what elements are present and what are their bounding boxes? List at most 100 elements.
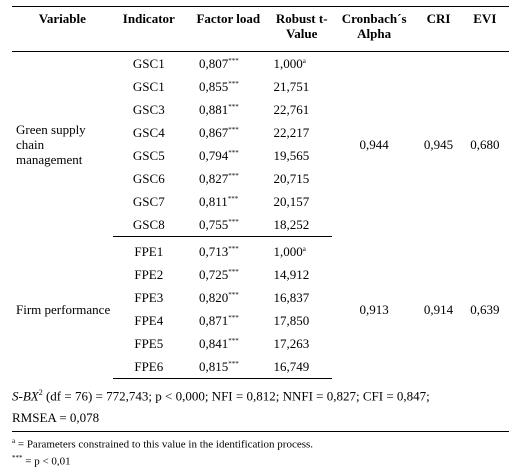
- header-cri: CRI: [416, 6, 461, 52]
- indicator-cell: GSC3: [132, 102, 165, 117]
- robust-t-cell: 22,217: [272, 121, 332, 144]
- robust-t-cell: 17,263: [272, 332, 332, 355]
- robust-t-value: 17,263: [273, 336, 310, 351]
- indicator-cell: GSC8: [112, 213, 186, 237]
- factor-load-cell: 0,867***: [185, 121, 272, 144]
- cronbach-alpha-value: 0,913: [359, 301, 389, 317]
- factor-load-cell: 0,794***: [185, 144, 272, 167]
- factor-load-cell: 0,725***: [185, 263, 272, 286]
- factor-load-value: 0,815: [199, 359, 229, 374]
- table-body: Green supply chain management GSC1 0,807**…: [12, 52, 509, 379]
- fit-statistics: S-BX2 (df = 76) = 772,743; p < 0,000; NF…: [12, 382, 509, 433]
- table-row: GSC1 0,855*** 21,751: [12, 75, 509, 98]
- table-row: GSC5 0,794*** 19,565: [12, 144, 509, 167]
- robust-t-value: 16,749: [273, 359, 310, 374]
- significance-stars: ***: [228, 268, 239, 276]
- factor-load-cell: 0,871***: [185, 309, 272, 332]
- variable-name: Green supply chain management: [16, 121, 86, 167]
- robust-t-value: 22,217: [273, 125, 310, 140]
- factor-load-cell: 0,815***: [185, 355, 272, 379]
- factor-load-value: 0,755: [199, 217, 229, 232]
- robust-t-value: 14,912: [273, 267, 310, 282]
- fit-line-2: RMSEA = 0,078: [12, 410, 100, 426]
- fit-statistic-label: S-BX: [12, 388, 39, 404]
- indicator-cell: FPE3: [134, 290, 164, 305]
- factor-load-cell: 0,841***: [185, 332, 272, 355]
- factor-load-value: 0,881: [199, 102, 229, 117]
- significance-stars: ***: [228, 337, 239, 345]
- factor-load-cell: 0,811***: [185, 190, 272, 213]
- cri-value: 0,914: [423, 301, 454, 317]
- table-row: GSC6 0,827*** 20,715: [12, 167, 509, 190]
- results-table: Variable Indicator Factor load Robust t-…: [12, 6, 509, 379]
- note-significance: *** = p < 0,01: [12, 452, 509, 469]
- robust-t-cell: 17,850: [272, 309, 332, 332]
- evi-value: 0,639: [470, 301, 500, 317]
- robust-t-cell: 1,000a: [272, 237, 332, 264]
- variable-name: Firm performance: [16, 301, 111, 317]
- robust-t-value: 1,000: [273, 56, 303, 71]
- fit-statistic-superscript: 2: [38, 388, 43, 397]
- factor-load-cell: 0,755***: [185, 213, 272, 237]
- indicator-cell: FPE1: [134, 244, 164, 259]
- significance-stars: ***: [228, 103, 239, 111]
- robust-t-value: 19,565: [273, 148, 310, 163]
- fit-line-1: S-BX2 (df = 76) = 772,743; p < 0,000; NF…: [12, 382, 509, 407]
- robust-t-value: 16,837: [273, 290, 310, 305]
- robust-t-value: 18,252: [273, 217, 310, 232]
- fit-line-1-text: (df = 76) = 772,743; p < 0,000; NFI = 0,…: [42, 388, 430, 404]
- note-stars-mark: ***: [12, 453, 23, 462]
- robust-t-cell: 16,749: [271, 355, 332, 379]
- header-row: Variable Indicator Factor load Robust t-…: [12, 6, 509, 52]
- robust-t-cell: 14,912: [272, 263, 332, 286]
- factor-load-cell: 0,820***: [185, 286, 272, 309]
- note-a-mark: a: [12, 437, 16, 445]
- table-row: GSC3 0,881*** 22,761: [12, 98, 509, 121]
- robust-t-cell: 1,000a: [272, 52, 332, 76]
- significance-stars: ***: [228, 149, 239, 157]
- indicator-cell: GSC4: [132, 125, 165, 140]
- note-a-text: = Parameters constrained to this value i…: [15, 438, 314, 451]
- robust-t-value: 22,761: [273, 102, 310, 117]
- table-row: FPE4 0,871*** 17,850: [12, 309, 509, 332]
- header-evi: EVI: [460, 6, 509, 52]
- header-indicator: Indicator: [112, 6, 186, 52]
- robust-t-cell: 20,157: [272, 190, 332, 213]
- indicator-cell: FPE4: [134, 313, 164, 328]
- robust-t-cell: 18,252: [271, 213, 332, 237]
- header-cronbach-alpha: Cronbach´s Alpha: [331, 6, 417, 52]
- robust-t-value: 1,000: [273, 244, 303, 259]
- evi-value: 0,680: [470, 136, 500, 152]
- table-notes: a = Parameters constrained to this value…: [12, 435, 509, 468]
- indicator-cell: FPE2: [134, 267, 164, 282]
- significance-stars: ***: [228, 245, 239, 253]
- indicator-cell: GSC1: [132, 79, 165, 94]
- table-row: Green supply chain management GSC1 0,807**…: [12, 52, 509, 167]
- significance-stars: ***: [228, 218, 239, 226]
- significance-stars: ***: [228, 314, 239, 322]
- factor-load-cell: 0,807***: [185, 52, 272, 76]
- significance-stars: ***: [228, 291, 239, 299]
- factor-load-cell: 0,881***: [185, 98, 272, 121]
- table-row: FPE5 0,841*** 17,263: [12, 332, 509, 355]
- factor-load-value: 0,841: [199, 336, 229, 351]
- cri-value: 0,945: [423, 136, 454, 152]
- robust-t-value: 20,157: [273, 194, 310, 209]
- significance-stars: ***: [228, 57, 239, 65]
- indicator-cell: GSC5: [132, 148, 165, 163]
- table-row: GSC4 0,867*** 22,217: [12, 121, 509, 144]
- robust-t-cell: 22,761: [272, 98, 332, 121]
- table-row: GSC8 0,755*** 18,252: [12, 213, 509, 237]
- significance-stars: ***: [228, 172, 239, 180]
- table-row: FPE6 0,815*** 16,749: [12, 355, 509, 379]
- indicator-cell: GSC6: [132, 171, 165, 186]
- robust-t-cell: 21,751: [272, 75, 332, 98]
- factor-load-value: 0,725: [199, 267, 229, 282]
- factor-load-value: 0,871: [199, 313, 229, 328]
- table-row: FPE2 0,725*** 14,912: [12, 263, 509, 286]
- factor-load-value: 0,820: [199, 290, 229, 305]
- cronbach-alpha-value: 0,944: [359, 136, 389, 152]
- constraint-mark: a: [302, 57, 306, 65]
- table-row: Firm performance FPE1 0,713*** 1,000a 0,913 0…: [12, 237, 509, 317]
